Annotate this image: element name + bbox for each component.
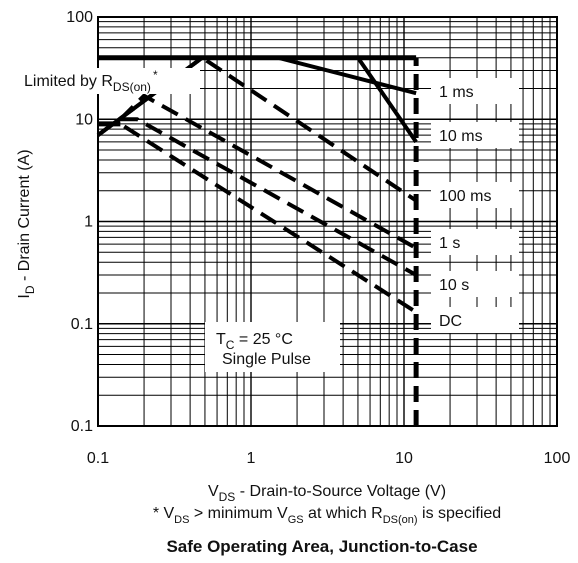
series-label-box [431,182,519,208]
y-tick-label: 10 [75,111,93,128]
series-line-5 [98,121,418,314]
series-layer [96,55,419,426]
y-tick-label: 1 [84,214,93,231]
conditions-line1: TC = 25 °C [216,331,293,352]
series-label-box [431,229,519,255]
series-label: 10 s [439,277,469,294]
y-tick-label: 0.1 [71,418,93,435]
series-label-box [431,122,519,148]
footnote: * VDS > minimum VGS at which RDS(on) is … [153,505,501,526]
x-tick-label: 1 [247,450,256,467]
plot-frame [97,16,558,427]
series-label-box [431,271,519,297]
conditions-line2: Single Pulse [222,351,311,368]
series-label-box [431,78,519,104]
series-label: 100 ms [439,188,491,205]
y-tick-labels: 100 10 1 0.1 0.1 [66,9,93,435]
series-line-4 [120,117,418,277]
label-boxes: 1 ms 10 ms 100 ms 1 s 10 s DC [431,78,519,333]
series-label: 1 ms [439,84,474,101]
series-label: DC [439,313,462,330]
series-label-box [431,307,519,333]
x-tick-label: 0.1 [87,450,109,467]
y-tick-label: 0.1 [71,316,93,333]
x-tick-label: 10 [395,450,413,467]
limited-by-annotation: Limited by RDS(on)* [24,68,158,94]
chart-title: Safe Operating Area, Junction-to-Case [166,537,477,556]
series-label: 10 ms [439,128,483,145]
conditions-box [205,322,340,372]
x-tick-labels: 0.1 1 10 100 [87,450,571,467]
series-label: 1 s [439,235,460,252]
y-tick-label: 100 [66,9,93,26]
limited-by-box [20,68,200,94]
series-line-3 [118,93,418,250]
x-axis-label: VDS - Drain-to-Source Voltage (V) [208,483,446,504]
x-tick-label: 100 [544,450,571,467]
y-axis-label: ID - Drain Current (A) [16,149,37,298]
